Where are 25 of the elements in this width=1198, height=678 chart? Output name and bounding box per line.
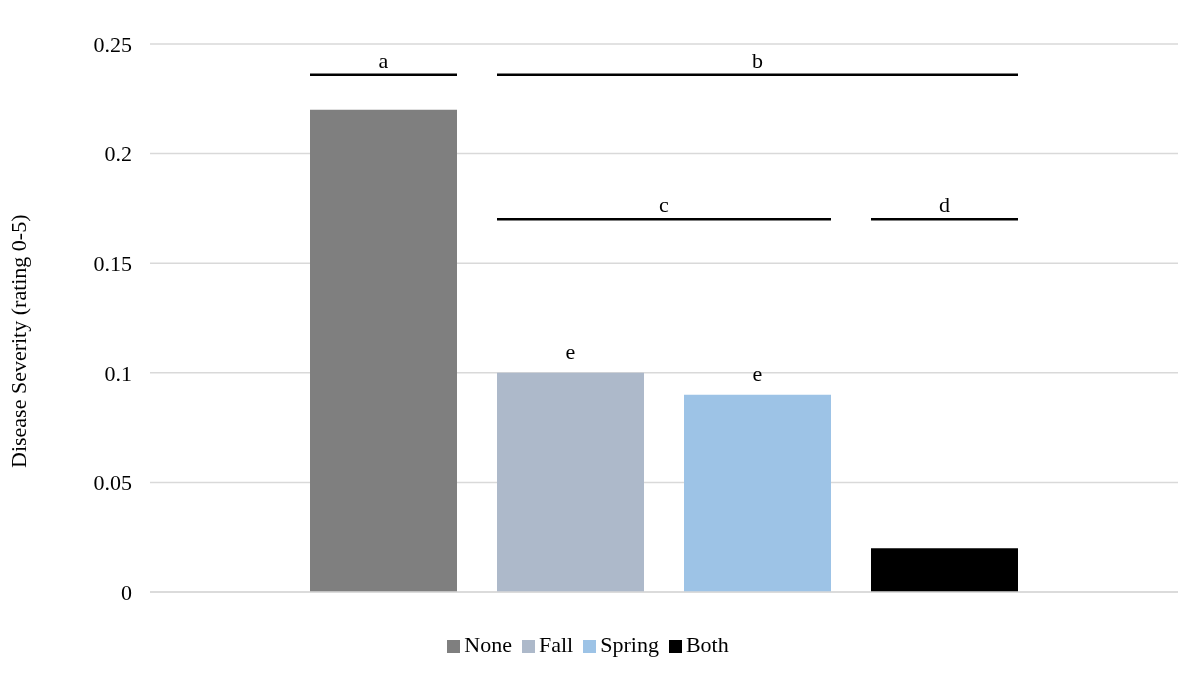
y-tick-label: 0.05 (93, 470, 132, 496)
legend-label: Fall (538, 632, 574, 657)
y-axis-title: Disease Severity (rating 0-5) (5, 214, 31, 468)
bar (871, 548, 1018, 592)
y-tick-label: 0.25 (93, 31, 132, 57)
annotation: d (939, 192, 950, 218)
y-tick-label: 0.1 (104, 360, 132, 386)
legend-label: None (464, 632, 512, 657)
bracket: c (497, 192, 831, 221)
annotation: c (659, 192, 670, 218)
bracket: a (310, 47, 457, 76)
bar (310, 109, 457, 592)
legend-label: Spring (600, 632, 659, 657)
annotation: e (752, 360, 763, 386)
legend-label: Both (685, 632, 729, 657)
y-tick-label: 0.15 (93, 251, 132, 277)
y-tick-label: 0.2 (104, 141, 132, 167)
annotation: e (565, 338, 576, 364)
bar (497, 372, 644, 592)
annotation: b (752, 47, 763, 73)
bar (684, 394, 831, 592)
annotation: a (378, 47, 389, 73)
bracket: d (871, 192, 1018, 221)
y-tick-label: 0 (121, 579, 132, 605)
bracket: b (497, 47, 1018, 76)
